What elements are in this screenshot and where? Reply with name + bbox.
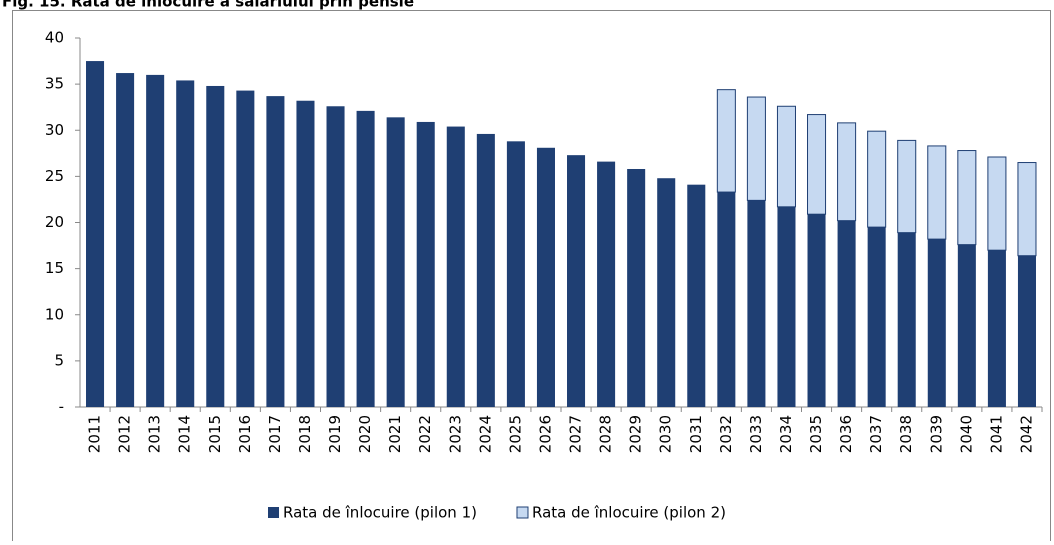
legend-label: Rata de înlocuire (pilon 1) (283, 504, 477, 522)
x-tick-label: 2012 (116, 415, 134, 453)
bar-segment (897, 139, 917, 234)
bar-segment (627, 168, 646, 407)
bar-segment (746, 96, 766, 201)
bar-segment (837, 220, 856, 407)
x-tick-label: 2042 (1017, 415, 1035, 453)
x-tick-label: 2027 (567, 415, 585, 453)
x-tick-label: 2018 (296, 415, 314, 453)
x-tick-label: 2040 (957, 415, 975, 453)
bar-segment (987, 250, 1006, 407)
bar-segment (837, 122, 857, 222)
bar-segment (597, 161, 616, 407)
x-tick-label: 2038 (897, 415, 915, 453)
chart-frame (12, 10, 1051, 545)
bar-segment (567, 155, 586, 407)
x-tick-label: 2031 (687, 415, 705, 453)
x-tick-label: 2028 (597, 415, 615, 453)
x-tick-label: 2021 (386, 415, 404, 453)
bar-segment (747, 200, 766, 407)
x-tick-label: 2014 (176, 415, 194, 453)
bar-segment (657, 178, 676, 407)
bar-segment (776, 105, 796, 208)
x-tick-label: 2020 (356, 415, 374, 453)
bar-segment (176, 80, 195, 407)
bar-segment (326, 106, 345, 407)
bar-segment (927, 239, 946, 407)
bar-segment (446, 126, 465, 407)
bar-segment (867, 227, 886, 407)
bar-segment (807, 114, 827, 215)
legend-swatch (268, 507, 279, 518)
y-tick-label: - (59, 398, 64, 416)
bar-segment (266, 96, 285, 408)
x-tick-label: 2017 (266, 415, 284, 453)
y-tick-label: 35 (45, 75, 64, 93)
bar-segment (476, 133, 495, 407)
bar-segment (987, 156, 1007, 251)
bar-segment (717, 192, 736, 407)
x-tick-label: 2036 (837, 415, 855, 453)
y-tick-label: 10 (45, 305, 64, 323)
y-tick-label: 15 (45, 259, 64, 277)
x-tick-label: 2023 (446, 415, 464, 453)
x-tick-label: 2022 (416, 415, 434, 453)
bar-segment (807, 214, 826, 407)
bar-segment (867, 130, 887, 228)
x-tick-label: 2032 (717, 415, 735, 453)
x-tick-label: 2034 (777, 415, 795, 453)
x-tick-label: 2041 (987, 415, 1005, 453)
bar-segment (116, 73, 135, 408)
x-tick-label: 2024 (476, 415, 494, 453)
legend-swatch (516, 506, 529, 519)
chart-title: Fig. 15. Rata de înlocuire a salariului … (2, 0, 414, 11)
x-tick-label: 2025 (506, 415, 524, 453)
bar-segment (506, 141, 525, 407)
x-tick-label: 2015 (206, 415, 224, 453)
bar-segment (146, 74, 165, 408)
x-tick-label: 2029 (627, 415, 645, 453)
x-tick-label: 2013 (146, 415, 164, 453)
x-tick-label: 2030 (657, 415, 675, 453)
x-tick-label: 2016 (236, 415, 254, 453)
bar-segment (86, 61, 105, 407)
bar-segment (957, 244, 976, 407)
x-tick-label: 2039 (927, 415, 945, 453)
bar-segment (687, 184, 706, 407)
bar-segment (536, 147, 555, 407)
bar-segment (1017, 255, 1036, 407)
x-tick-label: 2026 (536, 415, 554, 453)
bar-segment (1017, 162, 1037, 257)
bar-segment (386, 117, 405, 408)
x-tick-label: 2019 (326, 415, 344, 453)
y-tick-label: 40 (45, 29, 64, 47)
bar-segment (897, 232, 916, 407)
bar-segment (957, 150, 977, 246)
y-tick-label: 25 (45, 167, 64, 185)
bar-segment (777, 206, 796, 407)
x-tick-label: 2037 (867, 415, 885, 453)
y-tick-label: 30 (45, 121, 64, 139)
bar-segment (927, 145, 947, 240)
y-tick-label: 5 (54, 351, 64, 369)
bar-segment (206, 85, 225, 407)
y-tick-label: 20 (45, 213, 64, 231)
bar-segment (356, 110, 375, 407)
x-tick-label: 2033 (747, 415, 765, 453)
bar-segment (296, 100, 315, 407)
x-tick-label: 2035 (807, 415, 825, 453)
bar-segment (416, 121, 435, 407)
legend-label: Rata de înlocuire (pilon 2) (532, 504, 726, 522)
bar-segment (236, 90, 255, 408)
x-tick-label: 2011 (86, 415, 104, 453)
bar-segment (716, 89, 736, 193)
